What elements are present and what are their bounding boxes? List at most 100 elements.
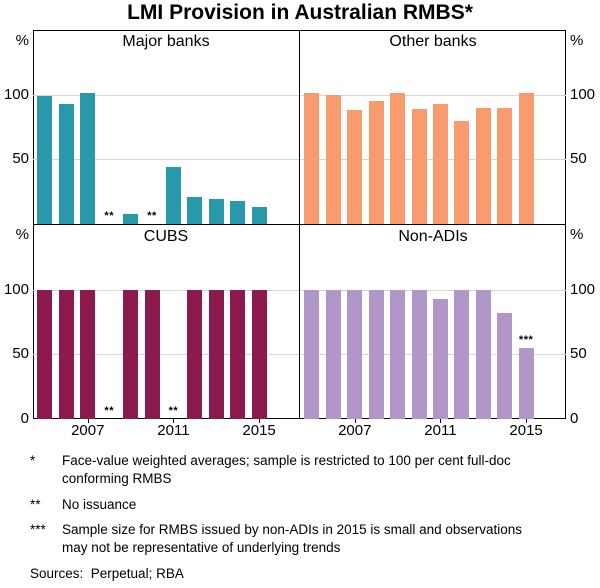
bar-2012 <box>454 289 470 419</box>
bar-2012 <box>454 120 470 224</box>
footnote-row: ** No issuance <box>30 496 578 514</box>
y-axis-label: % <box>570 226 584 243</box>
bar-2015 <box>251 207 267 224</box>
x-axis-label: 2015 <box>509 422 543 439</box>
bar-2011 <box>432 103 448 224</box>
footnotes: * Face-value weighted averages; sample i… <box>30 452 578 583</box>
gridline-100 <box>300 289 566 291</box>
y-axis-label: % <box>15 32 29 49</box>
gridline-100 <box>33 94 299 96</box>
footnote-text: No issuance <box>62 496 137 512</box>
bar-2005 <box>37 289 53 419</box>
bar-2013 <box>208 289 224 419</box>
gridline-100 <box>33 289 299 291</box>
no-issuance-marker: ** <box>147 210 157 222</box>
sources-line: Sources: Perpetual; RBA <box>30 566 184 582</box>
x-axis-label: 2007 <box>71 422 105 439</box>
bar-2005 <box>37 95 53 224</box>
panel-title: Non-ADIs <box>398 228 468 245</box>
bar-2014 <box>230 289 246 419</box>
x-axis-label: 2011 <box>157 422 190 439</box>
y-axis-label: 0 <box>570 410 579 427</box>
bar-2014 <box>497 107 513 224</box>
y-axis-label: 0 <box>20 410 29 427</box>
bar-2007 <box>347 289 363 419</box>
bar-2009 <box>123 289 139 419</box>
panel-major-banks: Major banks ** ** <box>33 30 299 224</box>
x-axis-label: 2007 <box>338 422 372 439</box>
bar-2009 <box>123 213 139 224</box>
footnote-row: * Face-value weighted averages; sample i… <box>30 452 578 488</box>
x-tick <box>440 419 442 423</box>
bar-2011 <box>432 298 448 419</box>
bar-2015 <box>518 347 534 419</box>
footnote-text: Sample size for RMBS issued by non-ADIs … <box>62 522 522 556</box>
panel-divider-horizontal <box>33 224 566 226</box>
footnote-marker: *** <box>30 522 46 538</box>
y-axis-label: 100 <box>570 85 596 103</box>
x-tick <box>259 419 261 423</box>
bar-2014 <box>497 312 513 419</box>
bar-2006 <box>58 103 74 224</box>
panel-other-banks: Other banks <box>300 30 566 224</box>
bar-2011 <box>165 167 181 224</box>
small-sample-marker: *** <box>518 333 534 346</box>
gridline-100 <box>300 94 566 96</box>
bar-2013 <box>208 199 224 224</box>
y-axis-label: 100 <box>3 280 29 298</box>
x-tick <box>87 419 89 423</box>
bar-2014 <box>230 200 246 224</box>
bar-2007 <box>347 110 363 224</box>
panel-non-adis: Non-ADIs *** <box>300 225 566 419</box>
bar-2012 <box>187 196 203 224</box>
footnote-row: *** Sample size for RMBS issued by non-A… <box>30 521 578 557</box>
y-axis-label: 100 <box>3 85 29 103</box>
x-axis-label: 2011 <box>424 422 457 439</box>
y-axis-label: 50 <box>570 345 587 363</box>
panel-cubs: CUBS ** ** <box>33 225 299 419</box>
bar-2006 <box>325 289 341 419</box>
bar-2006 <box>58 289 74 419</box>
no-issuance-marker: ** <box>104 405 114 417</box>
bar-2009 <box>390 289 406 419</box>
bar-2006 <box>325 94 341 224</box>
bar-2010 <box>411 108 427 224</box>
x-axis-label: 2015 <box>242 422 276 439</box>
bar-2005 <box>304 289 320 419</box>
gridline-50 <box>33 159 299 161</box>
bar-2015 <box>518 93 534 224</box>
bar-2015 <box>251 289 267 419</box>
bar-2010 <box>144 289 160 419</box>
panel-title: Major banks <box>122 33 210 50</box>
y-axis-label: 100 <box>570 280 596 298</box>
footnote-text: Face-value weighted averages; sample is … <box>62 453 511 486</box>
y-axis-label: % <box>570 32 584 49</box>
x-tick <box>354 419 356 423</box>
bar-2013 <box>475 107 491 224</box>
chart-title: LMI Provision in Australian RMBS* <box>127 1 473 24</box>
bar-2009 <box>390 93 406 224</box>
panel-title: Other banks <box>389 33 477 50</box>
no-issuance-marker: ** <box>104 210 114 222</box>
y-axis-label: 50 <box>12 150 29 168</box>
footnote-marker: ** <box>30 496 41 512</box>
footnote-marker: * <box>30 453 36 468</box>
bar-2012 <box>187 289 203 419</box>
bar-2010 <box>411 289 427 419</box>
y-axis-label: 50 <box>570 150 587 168</box>
bar-2007 <box>80 289 96 419</box>
bar-2007 <box>80 93 96 224</box>
panel-title: CUBS <box>143 228 189 245</box>
bar-2005 <box>304 93 320 224</box>
x-tick <box>173 419 175 423</box>
bar-2013 <box>475 289 491 419</box>
bar-2008 <box>368 101 384 224</box>
gridline-50 <box>33 354 299 356</box>
x-tick <box>526 419 528 423</box>
y-axis-label: 50 <box>12 345 29 363</box>
bar-2008 <box>368 289 384 419</box>
no-issuance-marker: ** <box>168 405 179 417</box>
y-axis-label: % <box>15 226 29 243</box>
